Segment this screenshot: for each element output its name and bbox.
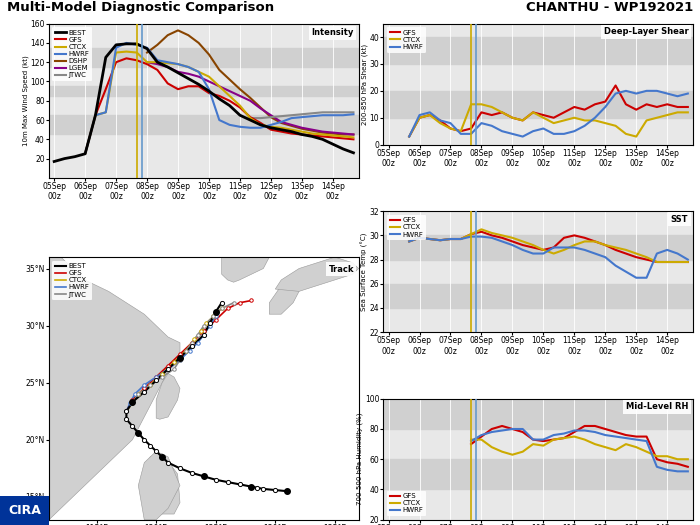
Polygon shape	[156, 374, 180, 419]
Legend: GFS, CTCX, HWRF: GFS, CTCX, HWRF	[387, 491, 426, 516]
Polygon shape	[270, 280, 299, 314]
Text: Multi-Model Diagnostic Comparison: Multi-Model Diagnostic Comparison	[7, 1, 274, 14]
Legend: GFS, CTCX, HWRF: GFS, CTCX, HWRF	[387, 215, 426, 240]
Bar	[384, 399, 693, 429]
Bar	[384, 91, 693, 118]
Polygon shape	[144, 454, 180, 514]
Text: Deep-Layer Shear: Deep-Layer Shear	[603, 27, 688, 36]
Y-axis label: Sea Surface Temp (°C): Sea Surface Temp (°C)	[361, 233, 368, 311]
Text: CHANTHU - WP192021: CHANTHU - WP192021	[526, 1, 693, 14]
Text: Intensity: Intensity	[312, 28, 354, 37]
Polygon shape	[49, 257, 180, 520]
Bar	[49, 48, 358, 67]
Legend: GFS, CTCX, HWRF: GFS, CTCX, HWRF	[387, 27, 426, 52]
Polygon shape	[222, 234, 270, 282]
Text: Track: Track	[328, 265, 354, 274]
Legend: BEST, GFS, CTCX, HWRF, DSHP, LGEM, JTWC: BEST, GFS, CTCX, HWRF, DSHP, LGEM, JTWC	[52, 27, 92, 81]
Bar	[384, 459, 693, 489]
Legend: BEST, GFS, CTCX, HWRF, JTWC: BEST, GFS, CTCX, HWRF, JTWC	[52, 260, 92, 300]
Bar	[49, 115, 358, 134]
Y-axis label: 200-850 hPa Shear (kt): 200-850 hPa Shear (kt)	[362, 44, 368, 125]
Polygon shape	[139, 451, 180, 520]
Y-axis label: 10m Max Wind Speed (kt): 10m Max Wind Speed (kt)	[22, 55, 29, 146]
Bar	[384, 284, 693, 308]
Text: Mid-Level RH: Mid-Level RH	[626, 402, 688, 412]
Polygon shape	[275, 257, 358, 291]
Bar	[49, 86, 358, 96]
Y-axis label: 700-500 hPa Humidity (%): 700-500 hPa Humidity (%)	[357, 413, 363, 506]
Text: CIRA: CIRA	[8, 504, 41, 517]
Text: SST: SST	[671, 215, 688, 224]
Bar	[384, 235, 693, 259]
Bar	[384, 37, 693, 64]
